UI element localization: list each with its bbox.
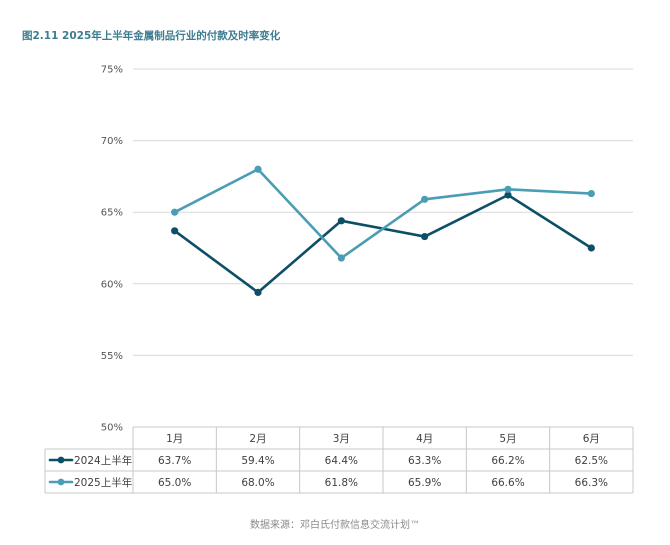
data-label: 64.4% [325,455,358,467]
data-label: 68.0% [241,477,274,489]
y-axis: 50% 55% 60% 65% 70% 75% [101,65,123,434]
data-label: 66.2% [491,455,524,467]
series-line-2025 [173,167,593,260]
data-point [587,189,595,198]
data-label: 63.7% [158,455,191,467]
data-point [254,165,262,173]
legend-label: 2024上半年 [74,454,132,467]
data-label: 63.3% [408,455,441,467]
data-point [504,191,512,199]
series-layer [171,165,595,296]
legend-label: 2025上半年 [74,476,132,489]
x-tick-label: 2月 [249,433,266,445]
data-point [171,208,179,216]
data-point [171,227,179,235]
data-label: 65.0% [158,477,191,489]
y-tick-label: 65% [101,208,123,219]
data-label: 66.3% [575,477,608,489]
data-label: 66.6% [491,477,524,489]
data-table: 1月 2月 3月 4月 5月 6月 2024上半年 63.7% 59.4% 64.4% 63.3% 6… [44,426,634,494]
x-tick-label: 5月 [499,433,516,445]
x-tick-label: 4月 [416,433,433,445]
series-line-2024 [173,193,593,294]
data-label: 61.8% [325,477,358,489]
legend-key-marker [57,456,65,464]
legend-key-marker [57,478,65,486]
data-label: 65.9% [408,477,441,489]
data-point [421,195,429,203]
x-tick-label: 6月 [583,433,600,445]
y-tick-label: 60% [101,279,123,290]
y-tick-label: 70% [101,136,123,147]
source-note: 数据来源：邓白氏付款信息交流计划™ [250,520,420,531]
y-tick-label: 55% [101,351,123,362]
y-tick-label: 75% [101,65,123,76]
x-tick-label: 1月 [166,433,183,445]
data-point [504,185,512,193]
chart-title: 图2.11 2025年上半年金属制品行业的付款及时率变化 [22,30,281,42]
data-point [421,232,429,241]
y-tick-label: 50% [101,423,123,434]
data-label: 59.4% [241,455,274,467]
grid-layer [133,68,633,356]
data-point [587,244,595,252]
x-tick-label: 3月 [333,433,350,445]
data-label: 62.5% [575,455,608,467]
data-point [337,254,345,262]
data-point [254,288,262,296]
data-point [337,217,345,225]
